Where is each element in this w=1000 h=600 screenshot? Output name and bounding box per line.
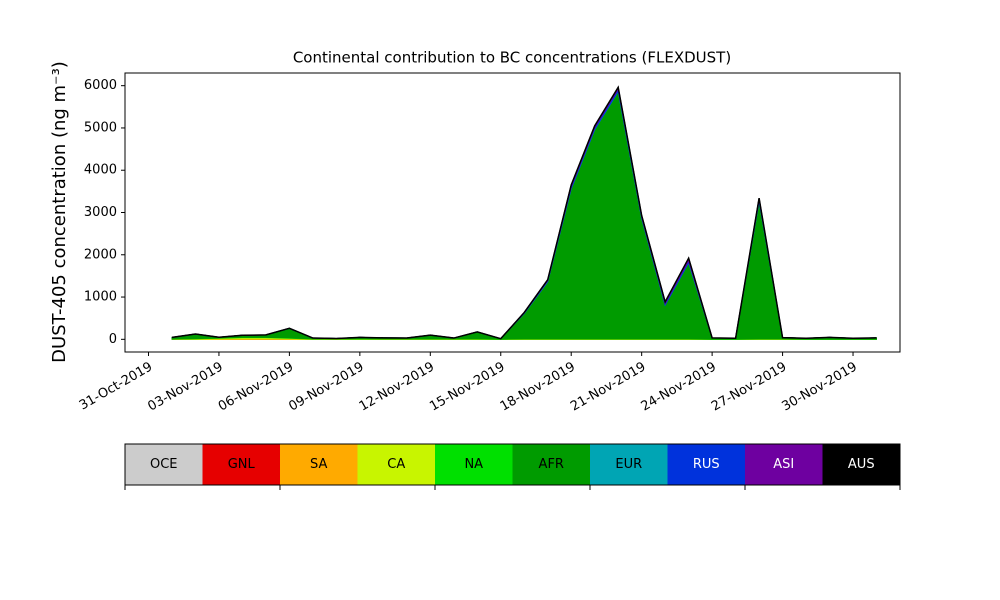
legend-swatch — [590, 444, 668, 485]
legend-label: CA — [387, 457, 405, 472]
legend-label: ASI — [773, 457, 794, 472]
y-axis-label: DUST-405 concentration (ng m⁻³) — [49, 61, 70, 363]
y-tick-label: 6000 — [84, 78, 117, 93]
legend-swatch — [512, 444, 590, 485]
legend-label: GNL — [228, 457, 256, 472]
legend-label: AFR — [539, 457, 564, 472]
legend-swatch — [357, 444, 435, 485]
legend-label: OCE — [150, 457, 178, 472]
y-tick-label: 3000 — [84, 205, 117, 220]
legend-swatch — [125, 444, 203, 485]
legend-frame — [124, 443, 901, 486]
legend-swatch — [202, 444, 280, 485]
y-tick-label: 4000 — [84, 163, 117, 178]
legend-label: SA — [310, 457, 327, 472]
legend-label: RUS — [693, 457, 720, 472]
legend-swatch — [435, 444, 513, 485]
y-tick-label: 1000 — [84, 290, 117, 305]
legend: OCE GNL SA CA NA AFR EUR RUS ASI AUS — [124, 443, 901, 490]
legend-label: AUS — [848, 457, 875, 472]
total-outline — [171, 85, 877, 340]
y-tick-label: 0 — [109, 332, 117, 347]
y-tick-label: 2000 — [84, 247, 117, 262]
legend-swatch — [822, 444, 900, 485]
legend-swatch — [745, 444, 823, 485]
legend-label: EUR — [615, 457, 642, 472]
legend-swatch — [667, 444, 745, 485]
legend-swatch — [280, 444, 358, 485]
plot-area — [171, 85, 878, 340]
chart-title: Continental contribution to BC concentra… — [293, 49, 731, 67]
y-tick-label: 5000 — [84, 120, 117, 135]
legend-label: NA — [464, 457, 483, 472]
